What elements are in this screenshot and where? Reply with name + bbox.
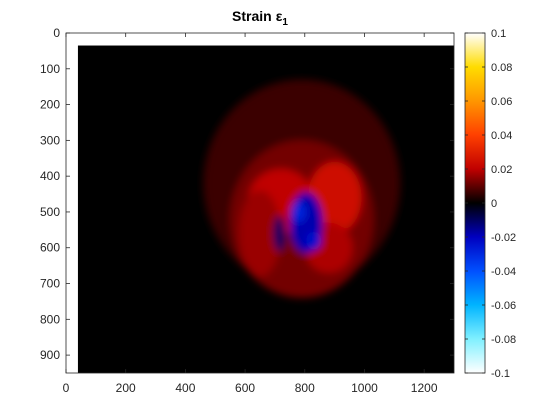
colorbar: 0.1 0.08 0.06 0.04 0.02 0 -0.02 -0.04 -0.06 -0.08… xyxy=(464,28,516,380)
y-tick-label: 500 xyxy=(40,205,60,219)
positive-lobe-4 xyxy=(239,190,281,277)
colorbar-tick-label: 0 xyxy=(491,198,497,210)
colorbar-tick-label: 0.04 xyxy=(491,130,512,142)
colorbar-tick-label: -0.1 xyxy=(491,368,510,380)
y-tick-label: 100 xyxy=(40,62,60,76)
strain-features xyxy=(203,79,401,298)
colorbar-tick-label: 0.1 xyxy=(491,28,506,40)
title-symbol: ε xyxy=(276,8,283,24)
title-text: Strain xyxy=(232,8,272,24)
x-tick-label: 400 xyxy=(175,381,195,395)
colorbar-tick-label: -0.02 xyxy=(491,232,516,244)
x-tick-label: 1000 xyxy=(351,381,378,395)
x-tick-label: 800 xyxy=(295,381,315,395)
colorbar-tick-label: -0.04 xyxy=(491,266,516,278)
x-tick-label: 1200 xyxy=(411,381,438,395)
y-tick-label: 300 xyxy=(40,133,60,147)
x-axis: 0 200 400 600 800 1000 1200 xyxy=(63,33,438,395)
colorbar-tick-label: 0.02 xyxy=(491,164,512,176)
y-tick-label: 0 xyxy=(53,26,60,40)
colorbar-gradient xyxy=(465,33,485,373)
colorbar-tick-label: 0.06 xyxy=(491,96,512,108)
title-subscript: 1 xyxy=(282,17,288,28)
colorbar-ticks: 0.1 0.08 0.06 0.04 0.02 0 -0.02 -0.04 -0.06 -0.08… xyxy=(465,28,516,380)
axes-frame xyxy=(65,32,455,374)
negative-core-8 xyxy=(306,231,322,250)
y-tick-label: 600 xyxy=(40,241,60,255)
heatmap-field xyxy=(77,45,454,373)
x-tick-label: 0 xyxy=(63,381,70,395)
x-tick-label: 600 xyxy=(235,381,255,395)
colorbar-tick-label: 0.08 xyxy=(491,62,512,74)
y-tick-label: 400 xyxy=(40,169,60,183)
negative-core-7 xyxy=(291,201,307,223)
y-tick-label: 800 xyxy=(40,312,60,326)
colorbar-tick-label: -0.08 xyxy=(491,334,516,346)
colorbar-tick-label: -0.06 xyxy=(491,300,516,312)
chart-title: Strain ε1 xyxy=(232,8,288,28)
y-tick-label: 200 xyxy=(40,98,60,112)
negative-core-9 xyxy=(273,215,286,252)
y-tick-label: 700 xyxy=(40,277,60,291)
x-tick-label: 200 xyxy=(116,381,136,395)
plot-area: 0 200 400 600 800 1000 1200 0 100 200 300 400 500 60… xyxy=(40,26,455,395)
y-axis: 0 100 200 300 400 500 600 700 800 900 xyxy=(40,26,454,362)
y-tick-label: 900 xyxy=(40,348,60,362)
